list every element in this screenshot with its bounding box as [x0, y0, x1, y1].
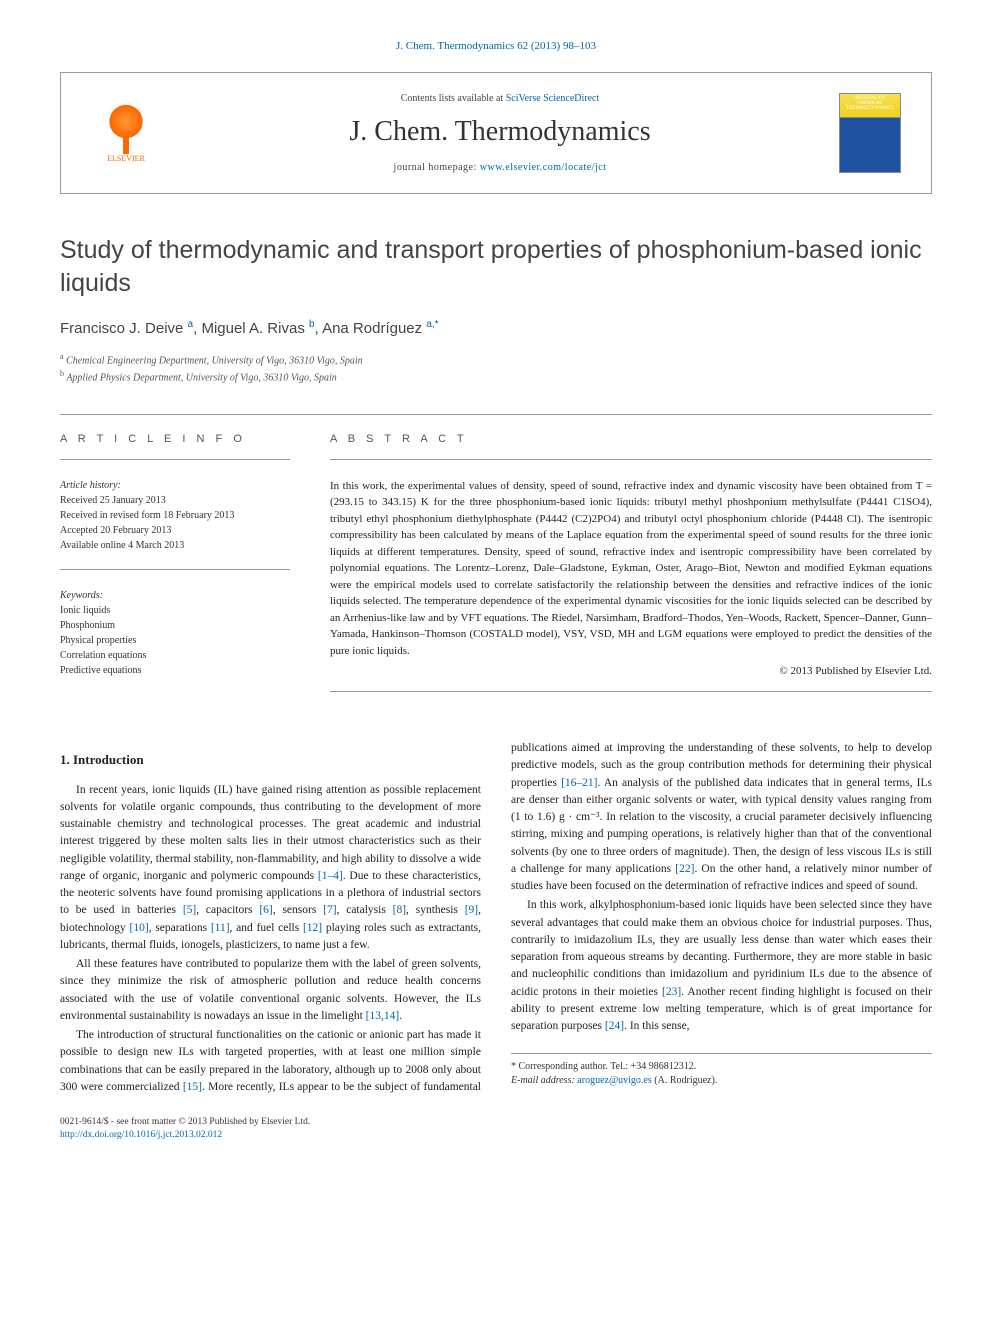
affiliation-b: Applied Physics Department, University o… [66, 373, 336, 384]
affiliations: a Chemical Engineering Department, Unive… [60, 351, 932, 386]
history-label: Article history: [60, 480, 121, 491]
body-paragraph: All these features have contributed to p… [60, 956, 481, 1025]
homepage-link[interactable]: www.elsevier.com/locate/jct [480, 162, 607, 173]
online: Available online 4 March 2013 [60, 540, 184, 551]
keyword: Phosphonium [60, 620, 115, 631]
sciencedirect-link[interactable]: SciVerse ScienceDirect [506, 93, 600, 104]
revised: Received in revised form 18 February 201… [60, 510, 234, 521]
corresponding-author: * Corresponding author. Tel.: +34 986812… [511, 1060, 932, 1074]
journal-cover-thumb: JOURNAL OF CHEMICAL THERMODYNAMICS [839, 93, 901, 173]
issn-line: 0021-9614/$ - see front matter © 2013 Pu… [60, 1116, 932, 1129]
article-info-heading: A R T I C L E I N F O [60, 433, 290, 445]
footer: 0021-9614/$ - see front matter © 2013 Pu… [60, 1116, 932, 1143]
footnote-section: * Corresponding author. Tel.: +34 986812… [511, 1053, 932, 1088]
info-abstract-row: A R T I C L E I N F O Article history: R… [60, 433, 932, 711]
keywords-label: Keywords: [60, 590, 103, 601]
body-columns: 1. Introduction In recent years, ionic l… [60, 740, 932, 1096]
keyword: Predictive equations [60, 665, 141, 676]
body-paragraph: In this work, alkylphosphonium-based ion… [511, 897, 932, 1035]
keyword: Correlation equations [60, 650, 146, 661]
journal-name: J. Chem. Thermodynamics [161, 116, 839, 148]
affiliation-a: Chemical Engineering Department, Univers… [66, 355, 363, 366]
email-label: E-mail address: [511, 1075, 577, 1086]
homepage-prefix: journal homepage: [394, 162, 480, 173]
elsevier-logo: ELSEVIER [91, 93, 161, 173]
elsevier-label: ELSEVIER [107, 154, 145, 163]
article-history: Article history: Received 25 January 201… [60, 478, 290, 553]
abstract-heading: A B S T R A C T [330, 433, 932, 445]
keyword: Physical properties [60, 635, 136, 646]
abstract-copyright: © 2013 Published by Elsevier Ltd. [330, 665, 932, 677]
abstract-column: A B S T R A C T In this work, the experi… [330, 433, 932, 711]
abstract-text: In this work, the experimental values of… [330, 478, 932, 660]
elsevier-tree-icon [101, 104, 151, 154]
received: Received 25 January 2013 [60, 495, 166, 506]
header-center: Contents lists available at SciVerse Sci… [161, 93, 839, 173]
email-link[interactable]: aroguez@uvigo.es [577, 1075, 651, 1086]
email-name: (A. Rodríguez). [652, 1075, 718, 1086]
journal-reference: J. Chem. Thermodynamics 62 (2013) 98–103 [60, 40, 932, 52]
section-1-heading: 1. Introduction [60, 750, 481, 770]
header-box: ELSEVIER Contents lists available at Sci… [60, 72, 932, 194]
keywords-block: Keywords: Ionic liquids Phosphonium Phys… [60, 588, 290, 678]
contents-available: Contents lists available at SciVerse Sci… [161, 93, 839, 104]
contents-prefix: Contents lists available at [401, 93, 506, 104]
article-info: A R T I C L E I N F O Article history: R… [60, 433, 290, 711]
homepage-line: journal homepage: www.elsevier.com/locat… [161, 162, 839, 173]
accepted: Accepted 20 February 2013 [60, 525, 171, 536]
doi-link[interactable]: http://dx.doi.org/10.1016/j.jct.2013.02.… [60, 1130, 222, 1140]
body-paragraph: In recent years, ionic liquids (IL) have… [60, 782, 481, 955]
keyword: Ionic liquids [60, 605, 110, 616]
authors: Francisco J. Deive a, Miguel A. Rivas b,… [60, 319, 932, 337]
article-title: Study of thermodynamic and transport pro… [60, 234, 932, 299]
separator [60, 414, 932, 415]
